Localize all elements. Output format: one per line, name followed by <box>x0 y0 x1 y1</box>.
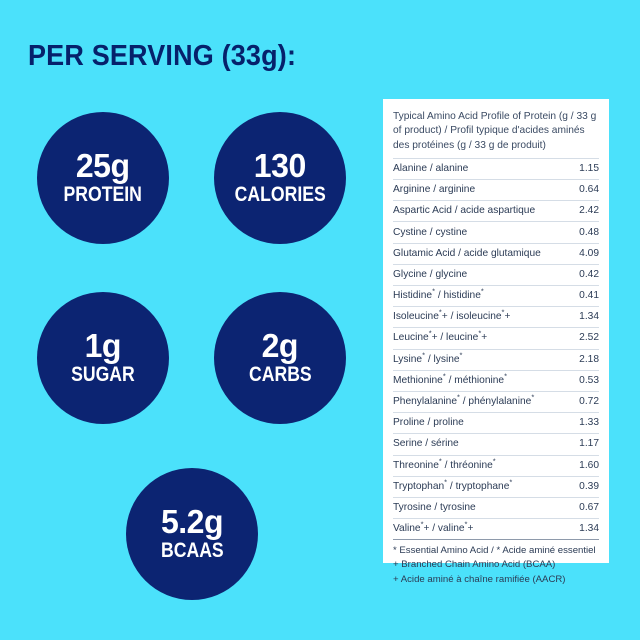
amino-acid-value: 0.48 <box>579 226 599 238</box>
table-row: Methionine* / méthionine* 0.53 <box>393 369 599 391</box>
amino-acid-value: 1.17 <box>579 438 599 450</box>
amino-acid-table: Alanine / alanine 1.15 Arginine / arginine… <box>393 157 599 539</box>
amino-acid-value: 1.33 <box>579 417 599 429</box>
stat-circle-calories: 130 CALORIES <box>214 112 346 244</box>
amino-acid-value: 0.53 <box>579 374 599 386</box>
amino-acid-value: 2.18 <box>579 353 599 365</box>
amino-acid-value: 0.42 <box>579 268 599 280</box>
amino-acid-value: 1.34 <box>579 311 599 323</box>
stat-circle-carbs: 2g CARBS <box>214 292 346 424</box>
amino-acid-value: 0.67 <box>579 501 599 513</box>
amino-acid-name: Methionine* / méthionine* <box>393 371 508 386</box>
table-row: Lysine* / lysine* 2.18 <box>393 348 599 370</box>
amino-acid-value: 2.52 <box>579 332 599 344</box>
table-row: Histidine* / histidine* 0.41 <box>393 285 599 306</box>
table-row: Tyrosine / tyrosine 0.67 <box>393 496 599 518</box>
amino-acid-name: Valine*+ / valine*+ <box>393 519 474 535</box>
table-row: Cystine / cystine 0.48 <box>393 221 599 242</box>
amino-acid-value: 1.15 <box>579 162 599 174</box>
amino-acid-value: 2.42 <box>579 205 599 217</box>
table-row: Tryptophan* / tryptophane* 0.39 <box>393 475 599 497</box>
amino-acid-value: 0.72 <box>579 396 599 408</box>
stat-label: PROTEIN <box>63 183 143 207</box>
amino-acid-value: 0.64 <box>579 184 599 196</box>
table-row: Aspartic Acid / acide aspartique 2.42 <box>393 200 599 221</box>
table-row: Valine*+ / valine*+ 1.34 <box>393 518 599 539</box>
stat-label: BCAAS <box>160 539 224 563</box>
table-row: Alanine / alanine 1.15 <box>393 157 599 179</box>
stat-value: 1g <box>84 327 122 365</box>
amino-acid-name: Aspartic Acid / acide aspartique <box>393 205 536 217</box>
table-row: Glutamic Acid / acide glutamique 4.09 <box>393 242 599 264</box>
table-row: Isoleucine*+ / isoleucine*+ 1.34 <box>393 306 599 327</box>
stat-circle-bcaas: 5.2g BCAAS <box>126 468 258 600</box>
page-title: PER SERVING (33g): <box>28 40 297 72</box>
amino-acid-name: Tyrosine / tyrosine <box>393 501 476 513</box>
amino-acid-name: Histidine* / histidine* <box>393 286 484 302</box>
amino-acid-name: Arginine / arginine <box>393 184 476 196</box>
table-row: Threonine* / thréonine* 1.60 <box>393 454 599 476</box>
amino-acid-value: 4.09 <box>579 247 599 259</box>
amino-footnotes: * Essential Amino Acid / * Acide aminé e… <box>393 539 599 587</box>
amino-acid-value: 0.39 <box>579 480 599 492</box>
footnote-line: + Branched Chain Amino Acid (BCAA) <box>393 559 556 571</box>
table-row: Phenylalanine* / phénylalanine* 0.72 <box>393 390 599 412</box>
amino-acid-name: Glycine / glycine <box>393 268 468 280</box>
amino-acid-value: 1.34 <box>579 523 599 535</box>
table-row: Proline / proline 1.33 <box>393 412 599 433</box>
amino-acid-name: Serine / sérine <box>393 438 459 450</box>
footnote-line: * Essential Amino Acid / * Acide aminé e… <box>393 545 596 557</box>
footnote-line: + Acide aminé à chaîne ramifiée (AACR) <box>393 573 566 585</box>
stat-value: 5.2g <box>160 503 224 541</box>
amino-acid-value: 1.60 <box>579 459 599 471</box>
stat-label: SUGAR <box>71 363 135 387</box>
stat-value: 25g <box>76 147 130 185</box>
amino-panel-header: Typical Amino Acid Profile of Protein (g… <box>393 111 597 151</box>
stat-label: CARBS <box>248 363 312 387</box>
amino-acid-name: Isoleucine*+ / isoleucine*+ <box>393 307 511 323</box>
nutrition-circles-group: 25g PROTEIN 130 CALORIES 1g SUGAR 2g CAR… <box>37 112 346 600</box>
table-row: Arginine / arginine 0.64 <box>393 179 599 200</box>
amino-acid-name: Phenylalanine* / phénylalanine* <box>393 392 535 408</box>
stat-label: CALORIES <box>234 183 326 207</box>
amino-acid-value: 0.41 <box>579 290 599 302</box>
amino-acid-name: Cystine / cystine <box>393 226 468 238</box>
table-row: Serine / sérine 1.17 <box>393 433 599 454</box>
stat-circle-protein: 25g PROTEIN <box>37 112 169 244</box>
stat-value: 130 <box>254 147 306 185</box>
amino-acid-name: Proline / proline <box>393 417 464 429</box>
amino-acid-panel: Typical Amino Acid Profile of Protein (g… <box>383 99 609 585</box>
amino-acid-name: Glutamic Acid / acide glutamique <box>393 247 541 259</box>
amino-acid-name: Leucine*+ / leucine*+ <box>393 329 488 344</box>
stat-circle-sugar: 1g SUGAR <box>37 292 169 424</box>
amino-acid-name: Lysine* / lysine* <box>393 350 463 365</box>
stat-value: 2g <box>261 327 299 365</box>
amino-acid-name: Threonine* / thréonine* <box>393 456 496 471</box>
amino-acid-name: Alanine / alanine <box>393 162 469 174</box>
table-row: Glycine / glycine 0.42 <box>393 263 599 285</box>
table-row: Leucine*+ / leucine*+ 2.52 <box>393 327 599 348</box>
amino-acid-name: Tryptophan* / tryptophane* <box>393 477 513 492</box>
